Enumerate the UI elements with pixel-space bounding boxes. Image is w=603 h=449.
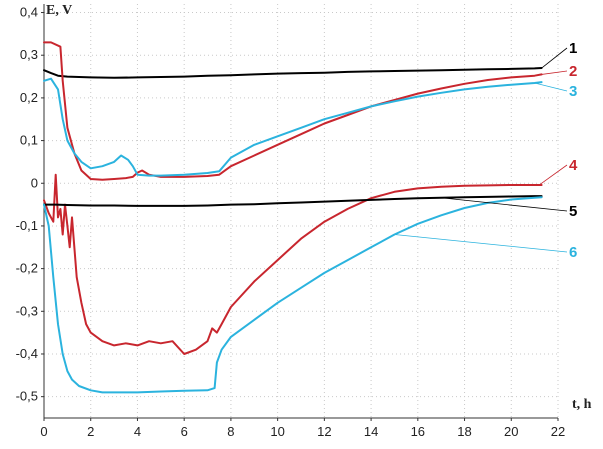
callout-label-5: 5 (569, 203, 577, 220)
series-line-5 (43, 195, 543, 207)
series-line-2 (43, 41, 543, 181)
y-tick-label: -0,5 (16, 389, 38, 404)
y-tick-label: -0,1 (16, 218, 38, 233)
x-tick-label: 22 (551, 424, 565, 439)
leader-line-3 (534, 82, 568, 92)
series-line-4 (43, 173, 543, 355)
x-tick-label: 14 (364, 424, 378, 439)
series-line-6 (43, 196, 543, 394)
y-tick-label: 0,2 (20, 90, 38, 105)
series-line-1 (43, 67, 543, 79)
x-tick-label: 8 (227, 424, 234, 439)
leader-line-4 (539, 164, 568, 186)
callout-label-3: 3 (569, 83, 577, 100)
x-tick-label: 16 (411, 424, 425, 439)
y-tick-label: 0,4 (20, 5, 38, 20)
x-tick-label: 0 (40, 424, 47, 439)
x-tick-label: 18 (457, 424, 471, 439)
y-axis-title: E, V (46, 3, 72, 18)
y-tick-label: -0,3 (16, 303, 38, 318)
y-tick-label: 0,1 (20, 133, 38, 148)
axes (41, 4, 559, 421)
series-line-3 (43, 77, 543, 177)
leader-line-1 (541, 47, 568, 69)
y-tick-label: -0,2 (16, 261, 38, 276)
x-tick-label: 12 (317, 424, 331, 439)
leader-line-6 (394, 234, 568, 253)
x-axis-title: t, h (572, 397, 592, 412)
callout-label-2: 2 (569, 63, 577, 80)
callout-label-4: 4 (569, 157, 578, 174)
callout-label-6: 6 (569, 244, 577, 261)
y-tick-label: -0,4 (16, 346, 38, 361)
tick-labels: 0,4 0,3 0,2 0,1 0 -0,1 -0,2 -0,3 -0,4 -0,5 0 2 4 6 8 10… (16, 5, 566, 439)
leader-line-5 (441, 197, 568, 212)
leader-line-2 (541, 70, 568, 75)
x-tick-label: 2 (87, 424, 94, 439)
series-lines (43, 41, 543, 394)
x-tick-label: 10 (270, 424, 284, 439)
x-tick-label: 6 (181, 424, 188, 439)
y-tick-label: 0,3 (20, 47, 38, 62)
series-callouts: 1 2 3 4 5 6 (394, 40, 578, 261)
grid (43, 4, 559, 418)
y-tick-label: 0 (31, 175, 38, 190)
callout-label-1: 1 (569, 40, 577, 57)
x-tick-label: 20 (504, 424, 518, 439)
x-tick-label: 4 (134, 424, 141, 439)
